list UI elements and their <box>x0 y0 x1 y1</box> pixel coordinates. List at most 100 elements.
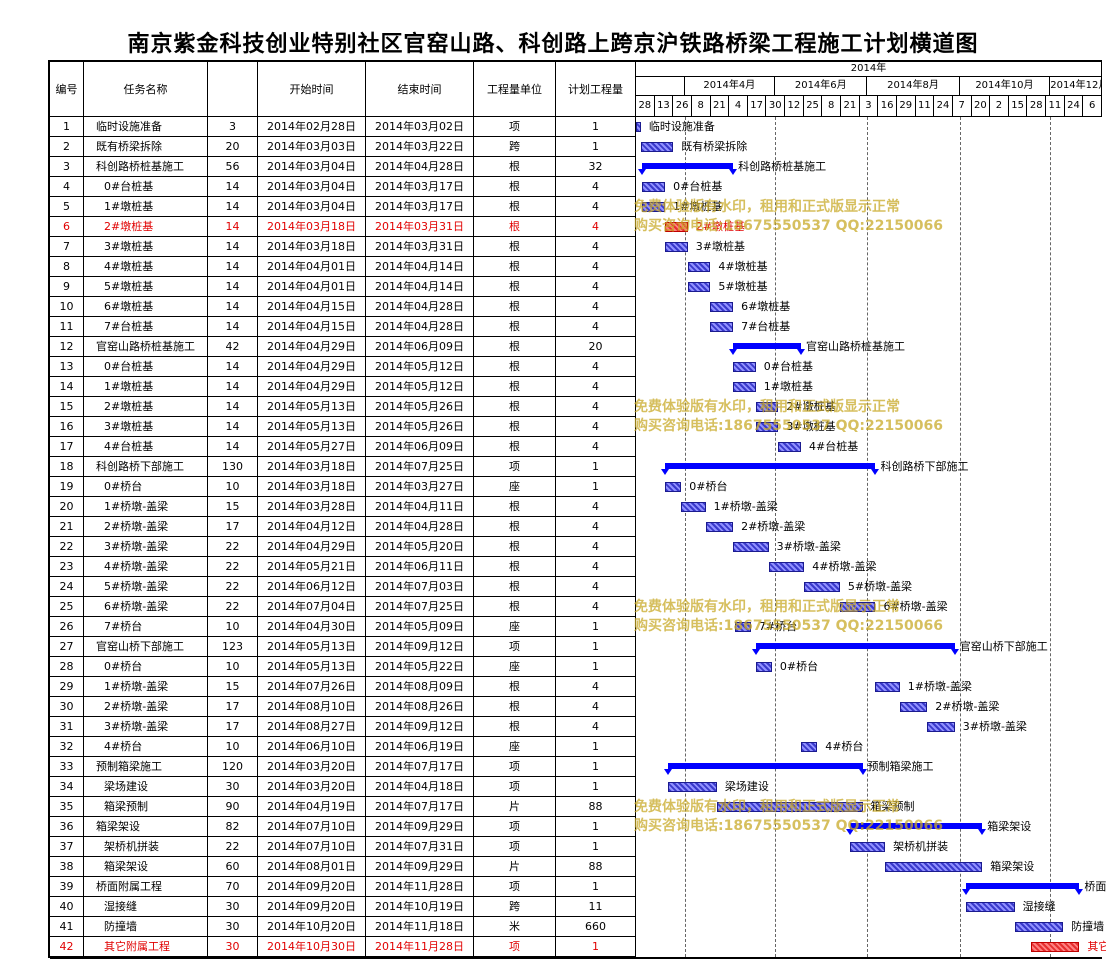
cell-no: 29 <box>50 677 84 697</box>
task-bar[interactable] <box>875 682 900 692</box>
task-bar[interactable] <box>755 662 772 672</box>
cell-name: 科创路桥下部施工 <box>84 457 208 477</box>
task-bar[interactable] <box>778 442 802 452</box>
task-bar[interactable] <box>733 382 756 392</box>
cell-end: 2014年09月29日 <box>366 857 474 877</box>
task-bar[interactable] <box>642 182 666 192</box>
cell-no: 18 <box>50 457 84 477</box>
task-bar[interactable] <box>665 482 682 492</box>
cell-no: 26 <box>50 617 84 637</box>
cell-start: 2014年02月28日 <box>258 117 366 137</box>
task-bar[interactable] <box>1014 922 1064 932</box>
task-bar[interactable] <box>885 862 983 872</box>
task-bar[interactable] <box>768 562 805 572</box>
task-bar[interactable] <box>804 582 840 592</box>
cell-unit: 项 <box>474 457 556 477</box>
timeline-month <box>636 77 685 96</box>
cell-no: 42 <box>50 937 84 957</box>
cell-dur: 14 <box>208 277 258 297</box>
cell-start: 2014年08月01日 <box>258 857 366 877</box>
cell-name: 1#桥墩-盖梁 <box>84 677 208 697</box>
cell-start: 2014年05月13日 <box>258 637 366 657</box>
cell-start: 2014年06月12日 <box>258 577 366 597</box>
cell-qty: 4 <box>556 497 636 517</box>
task-bar-label: 2#桥墩-盖梁 <box>741 520 806 533</box>
cell-name: 6#墩桩基 <box>84 297 208 317</box>
cell-end: 2014年07月03日 <box>366 577 474 597</box>
cell-dur: 30 <box>208 917 258 937</box>
cell-qty: 4 <box>556 517 636 537</box>
task-bar[interactable] <box>665 222 688 232</box>
cell-dur: 22 <box>208 537 258 557</box>
cell-name: 2#墩桩基 <box>84 397 208 417</box>
cell-qty: 4 <box>556 577 636 597</box>
cell-no: 8 <box>50 257 84 277</box>
cell-no: 9 <box>50 277 84 297</box>
task-bar[interactable] <box>710 322 734 332</box>
task-bar[interactable] <box>642 202 666 212</box>
task-bar[interactable] <box>801 742 818 752</box>
summary-bar[interactable] <box>962 883 1084 895</box>
cell-qty: 4 <box>556 397 636 417</box>
cell-qty: 4 <box>556 717 636 737</box>
timeline-month: 2014年8月 <box>867 77 960 96</box>
summary-bar[interactable] <box>845 823 986 835</box>
summary-bar[interactable] <box>661 463 880 475</box>
task-bar[interactable] <box>665 242 688 252</box>
task-bar-label: 预制箱梁施工 <box>867 760 934 773</box>
cell-no: 12 <box>50 337 84 357</box>
task-bar[interactable] <box>716 802 863 812</box>
cell-end: 2014年03月17日 <box>366 197 474 217</box>
cell-no: 4 <box>50 177 84 197</box>
task-bar[interactable] <box>668 782 717 792</box>
task-bar[interactable] <box>755 422 779 432</box>
task-bar[interactable] <box>640 142 674 152</box>
summary-bar[interactable] <box>664 763 867 775</box>
task-bar[interactable] <box>849 842 886 852</box>
task-bar[interactable] <box>733 542 769 552</box>
cell-dur: 14 <box>208 237 258 257</box>
cell-qty: 4 <box>556 277 636 297</box>
summary-bar[interactable] <box>729 343 805 355</box>
cell-name: 官窑山路桥桩基施工 <box>84 337 208 357</box>
cell-unit: 根 <box>474 417 556 437</box>
cell-end: 2014年04月11日 <box>366 497 474 517</box>
cell-end: 2014年03月27日 <box>366 477 474 497</box>
task-bar[interactable] <box>681 502 706 512</box>
task-bar-label: 1#墩桩基 <box>673 200 723 213</box>
task-bar[interactable] <box>636 122 641 132</box>
cell-unit: 根 <box>474 597 556 617</box>
cell-dur: 14 <box>208 177 258 197</box>
task-bar[interactable] <box>839 602 876 612</box>
task-bar[interactable] <box>733 362 756 372</box>
cell-unit: 根 <box>474 157 556 177</box>
cell-end: 2014年05月20日 <box>366 537 474 557</box>
task-bar[interactable] <box>899 702 928 712</box>
cell-end: 2014年09月12日 <box>366 717 474 737</box>
cell-dur: 22 <box>208 577 258 597</box>
task-bar[interactable] <box>687 262 711 272</box>
cell-end: 2014年03月31日 <box>366 217 474 237</box>
timeline-gridline <box>867 117 869 957</box>
task-bar[interactable] <box>1030 942 1080 952</box>
cell-no: 10 <box>50 297 84 317</box>
task-bar[interactable] <box>710 302 734 312</box>
summary-bar[interactable] <box>751 643 959 655</box>
cell-start: 2014年03月04日 <box>258 197 366 217</box>
task-bar[interactable] <box>734 622 751 632</box>
cell-unit: 根 <box>474 197 556 217</box>
cell-qty: 4 <box>556 217 636 237</box>
cell-dur: 10 <box>208 477 258 497</box>
task-bar[interactable] <box>755 402 779 412</box>
task-bar[interactable] <box>966 902 1015 912</box>
summary-bar[interactable] <box>638 163 737 175</box>
cell-qty: 88 <box>556 857 636 877</box>
task-bar[interactable] <box>687 282 711 292</box>
task-bar[interactable] <box>705 522 734 532</box>
cell-dur: 30 <box>208 777 258 797</box>
cell-dur: 130 <box>208 457 258 477</box>
cell-start: 2014年05月27日 <box>258 437 366 457</box>
task-bar[interactable] <box>927 722 955 732</box>
cell-end: 2014年04月28日 <box>366 157 474 177</box>
cell-name: 2#桥墩-盖梁 <box>84 697 208 717</box>
